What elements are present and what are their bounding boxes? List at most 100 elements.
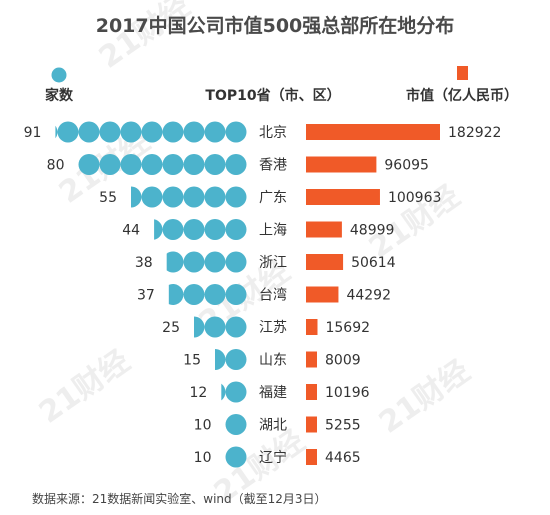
value-bar xyxy=(306,221,342,238)
value-label: 182922 xyxy=(448,125,501,141)
count-circle xyxy=(78,154,100,175)
value-bar xyxy=(306,254,344,270)
count-circle xyxy=(57,121,79,143)
count-label: 15 xyxy=(183,353,201,369)
count-partial-circle xyxy=(55,125,58,139)
chart-title: 2017中国公司市值500强总部所在地分布 xyxy=(96,14,455,37)
province-label: 台湾 xyxy=(259,287,287,304)
count-circle xyxy=(204,316,226,338)
province-label: 浙江 xyxy=(259,255,287,271)
chart-row: 80 香港 96095 xyxy=(47,154,429,175)
value-bar xyxy=(306,351,317,368)
value-header: 市值（亿人民币） xyxy=(406,87,518,104)
value-label: 44292 xyxy=(346,288,391,304)
count-circle xyxy=(99,121,121,143)
count-circle xyxy=(141,154,163,175)
count-partial-circle xyxy=(194,316,205,338)
source-note: 数据来源：21数据新闻实验室、wind（截至12月3日） xyxy=(32,491,327,506)
count-circle xyxy=(204,154,226,175)
chart-row: 12 福建 10196 xyxy=(189,381,370,403)
chart-row: 10 湖北 5255 xyxy=(194,414,361,435)
value-bar xyxy=(306,124,440,140)
value-bar xyxy=(306,286,339,303)
count-circle xyxy=(183,251,205,273)
province-label: 福建 xyxy=(259,385,287,401)
count-circle xyxy=(225,154,247,175)
count-circle xyxy=(78,121,100,143)
value-label: 48999 xyxy=(350,223,395,239)
count-circle xyxy=(204,186,226,208)
count-circle xyxy=(120,121,142,143)
province-label: 湖北 xyxy=(259,418,287,434)
value-label: 10196 xyxy=(325,385,370,401)
count-circle xyxy=(204,219,226,240)
count-label: 44 xyxy=(122,223,140,239)
value-label: 96095 xyxy=(384,158,429,174)
count-circle xyxy=(162,186,184,208)
count-label: 37 xyxy=(137,288,155,304)
count-circle xyxy=(141,186,163,208)
count-circle xyxy=(204,284,226,305)
province-label: 江苏 xyxy=(259,320,287,336)
value-label: 8009 xyxy=(325,353,361,369)
province-label: 上海 xyxy=(259,223,287,239)
count-circle xyxy=(204,121,226,143)
chart-row: 55 广东 100963 xyxy=(99,186,441,208)
count-circle xyxy=(225,446,247,468)
count-circle xyxy=(183,219,205,240)
chart-row: 44 上海 48999 xyxy=(122,219,394,240)
count-circle xyxy=(183,284,205,305)
count-partial-circle xyxy=(168,284,184,305)
count-label: 55 xyxy=(99,190,117,206)
count-header: 家数 xyxy=(45,87,74,104)
count-circle xyxy=(162,154,184,175)
count-label: 10 xyxy=(194,418,212,434)
count-label: 10 xyxy=(194,450,212,466)
count-circle xyxy=(225,121,247,143)
chart-row: 37 台湾 44292 xyxy=(137,284,391,305)
count-circle xyxy=(183,154,205,175)
count-partial-circle xyxy=(131,186,142,208)
chart-row: 25 江苏 15692 xyxy=(162,316,370,338)
province-label: 辽宁 xyxy=(259,449,287,466)
count-partial-circle xyxy=(221,383,226,401)
count-label: 91 xyxy=(24,125,42,141)
value-bar xyxy=(306,449,317,465)
chart-row: 15 山东 8009 xyxy=(183,349,361,370)
count-circle xyxy=(99,154,121,175)
value-label: 15692 xyxy=(325,320,370,336)
count-circle xyxy=(225,219,247,240)
province-header: TOP10省（市、区） xyxy=(205,87,340,104)
value-label: 50614 xyxy=(351,255,396,271)
chart-row: 10 辽宁 4465 xyxy=(194,446,361,468)
chart-rows: 91 北京 182922 80 香港 96095 55 广东 100963 44 上海 48999 38… xyxy=(24,121,501,468)
value-bar xyxy=(306,319,318,335)
province-label: 广东 xyxy=(259,190,287,206)
count-label: 12 xyxy=(189,385,207,401)
count-partial-circle xyxy=(154,219,163,240)
count-circle xyxy=(225,414,247,435)
count-circle xyxy=(225,251,247,273)
count-circle xyxy=(225,284,247,305)
chart-row: 91 北京 182922 xyxy=(24,121,501,143)
count-circle xyxy=(183,186,205,208)
value-legend-icon xyxy=(457,66,468,80)
count-circle xyxy=(225,381,247,403)
value-label: 100963 xyxy=(388,190,441,206)
value-bar xyxy=(306,416,317,433)
count-circle xyxy=(162,219,184,240)
count-circle xyxy=(141,121,163,143)
value-label: 4465 xyxy=(325,450,361,466)
chart-row: 38 浙江 50614 xyxy=(135,251,396,273)
count-circle xyxy=(120,154,142,175)
count-label: 25 xyxy=(162,320,180,336)
count-circle xyxy=(225,349,247,370)
count-circle xyxy=(225,186,247,208)
watermark-text: 21财经 xyxy=(373,354,476,441)
province-label: 山东 xyxy=(259,353,287,369)
count-label: 80 xyxy=(47,158,65,174)
count-circle xyxy=(204,251,226,273)
watermarks: 21财经21财经21财经21财经21财经21财经21财经 xyxy=(33,0,476,511)
value-bar xyxy=(306,189,380,205)
